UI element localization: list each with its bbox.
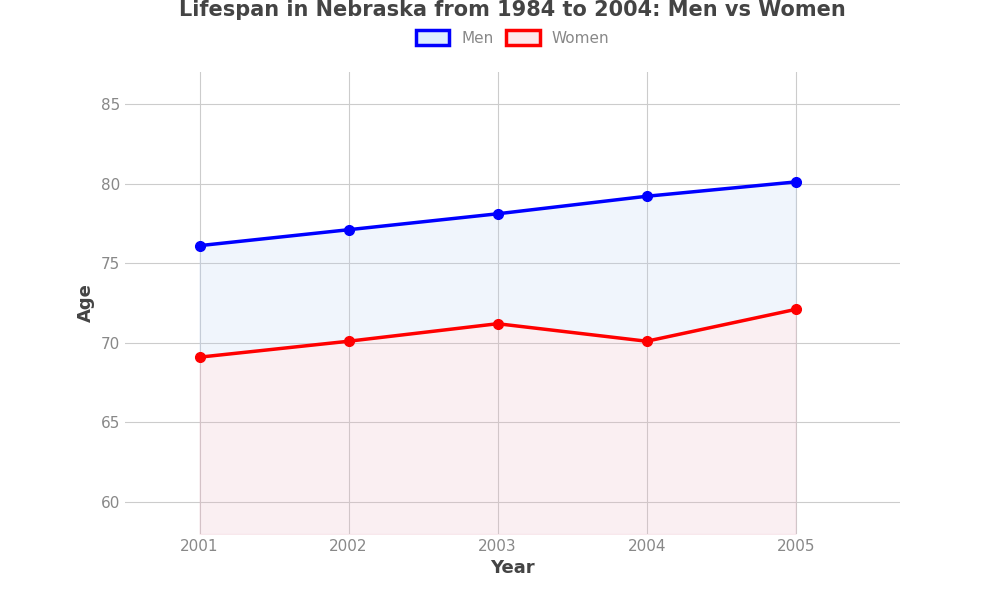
Title: Lifespan in Nebraska from 1984 to 2004: Men vs Women: Lifespan in Nebraska from 1984 to 2004: … — [179, 1, 846, 20]
X-axis label: Year: Year — [490, 559, 535, 577]
Y-axis label: Age: Age — [77, 284, 95, 322]
Legend: Men, Women: Men, Women — [410, 24, 615, 52]
